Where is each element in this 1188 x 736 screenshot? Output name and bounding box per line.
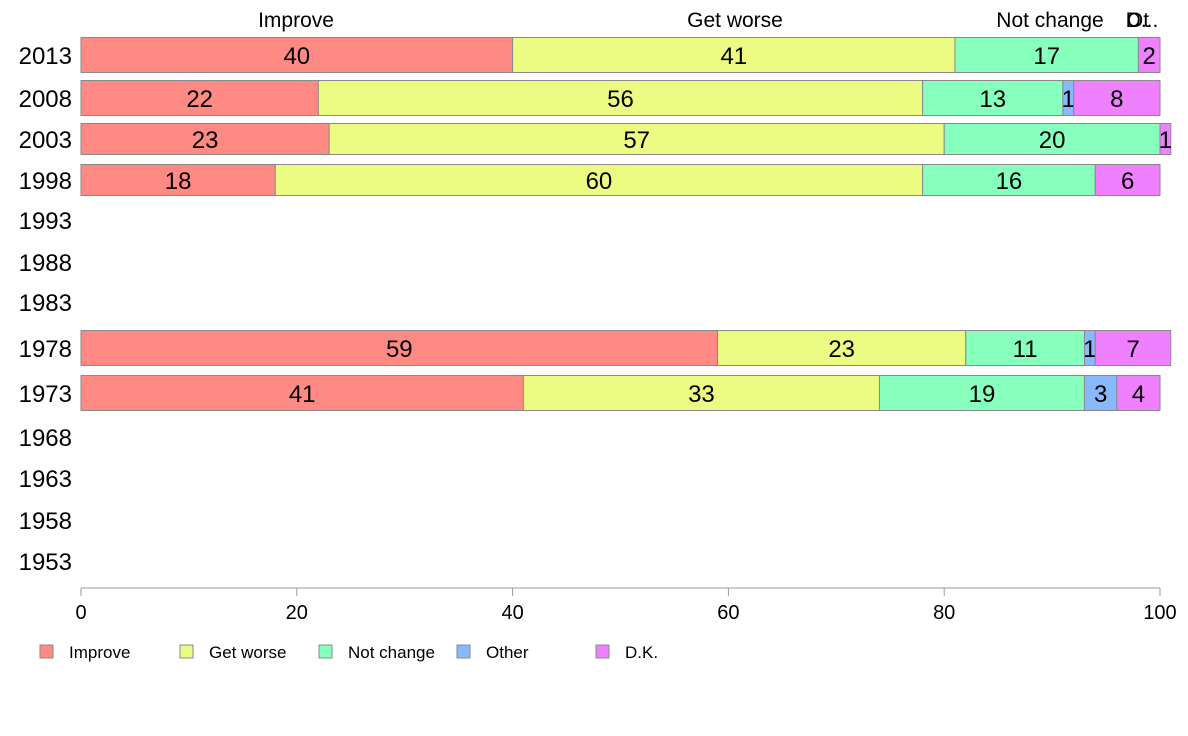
x-tick-label: 60 bbox=[717, 602, 739, 624]
year-label: 1998 bbox=[19, 168, 72, 195]
bar-segment-not-change bbox=[878, 375, 1085, 411]
bar-segment-not-change bbox=[943, 123, 1161, 155]
data-label: 1 bbox=[1083, 336, 1096, 363]
legend-swatch bbox=[456, 644, 471, 659]
data-label: 6 bbox=[1121, 168, 1134, 195]
column-header: Not change bbox=[996, 9, 1103, 32]
bar-segment-not-change bbox=[922, 164, 1096, 196]
legend-swatch bbox=[39, 644, 54, 659]
bar-segment-other bbox=[1083, 375, 1118, 411]
x-tick-label: 80 bbox=[933, 602, 955, 624]
legend-label: Improve bbox=[69, 643, 130, 662]
year-label: 1978 bbox=[19, 336, 72, 363]
bar-segment-d-k bbox=[1094, 164, 1161, 196]
x-tick-label: 0 bbox=[75, 602, 86, 624]
legend-label: D.K. bbox=[625, 643, 658, 662]
year-label: 2008 bbox=[19, 86, 72, 113]
data-label: 2 bbox=[1143, 43, 1156, 70]
data-label: 1 bbox=[1159, 127, 1172, 154]
bar-segment-improve bbox=[80, 164, 276, 196]
legend-label: Not change bbox=[348, 643, 435, 662]
data-label: 60 bbox=[586, 168, 613, 195]
data-label: 23 bbox=[828, 336, 855, 363]
column-header: Ot bbox=[1127, 9, 1149, 32]
data-label: 57 bbox=[623, 127, 650, 154]
data-label: 41 bbox=[289, 381, 316, 408]
column-header: D... bbox=[1126, 9, 1159, 32]
year-label: 1963 bbox=[19, 466, 72, 493]
bar-segment-improve bbox=[80, 375, 524, 411]
bar-segment-d-k bbox=[1159, 123, 1172, 155]
bar-segment-improve bbox=[80, 37, 514, 73]
year-label: 1958 bbox=[19, 508, 72, 535]
x-tick-label: 20 bbox=[286, 602, 308, 624]
bar-segment-get-worse bbox=[328, 123, 945, 155]
bar-segment-not-change bbox=[954, 37, 1139, 73]
year-label: 1983 bbox=[19, 290, 72, 317]
data-label: 13 bbox=[979, 86, 1006, 113]
data-label: 20 bbox=[1039, 127, 1066, 154]
data-label: 3 bbox=[1094, 381, 1107, 408]
x-tick-label: 40 bbox=[501, 602, 523, 624]
column-header: Get worse bbox=[687, 9, 783, 32]
bar-segment-d-k bbox=[1116, 375, 1161, 411]
bar-segment-get-worse bbox=[717, 330, 967, 366]
data-label: 1 bbox=[1062, 86, 1075, 113]
year-label: 2013 bbox=[19, 43, 72, 70]
x-axis: 0 20 40 60 80 100 bbox=[75, 587, 1177, 624]
data-label: 7 bbox=[1126, 336, 1139, 363]
legend-swatch bbox=[179, 644, 194, 659]
column-header: Improve bbox=[258, 9, 334, 32]
bar-segment-get-worse bbox=[274, 164, 924, 196]
bar-segment-not-change bbox=[965, 330, 1085, 366]
legend-label: Get worse bbox=[209, 643, 286, 662]
bar-segment-d-k bbox=[1073, 80, 1161, 116]
data-label: 18 bbox=[165, 168, 192, 195]
data-label: 8 bbox=[1110, 86, 1123, 113]
data-label: 19 bbox=[969, 381, 996, 408]
bar-segment-d-k bbox=[1137, 37, 1161, 73]
legend-label: Other bbox=[486, 643, 529, 662]
bar-segment-get-worse bbox=[512, 37, 956, 73]
legend: Improve Get worse Not change Other D.K. bbox=[39, 643, 658, 662]
data-label: 17 bbox=[1033, 43, 1060, 70]
year-label: 1968 bbox=[19, 425, 72, 452]
year-label: 1973 bbox=[19, 381, 72, 408]
column-headers: Improve Get worse Not change OtD... bbox=[258, 9, 1158, 32]
data-label: 40 bbox=[283, 43, 310, 70]
bar-segment-improve bbox=[80, 123, 330, 155]
data-label: 41 bbox=[720, 43, 747, 70]
bar-segment-not-change bbox=[922, 80, 1064, 116]
legend-swatch bbox=[318, 644, 333, 659]
bar-segment-get-worse bbox=[317, 80, 924, 116]
bar-segment-improve bbox=[80, 330, 719, 366]
year-label: 2003 bbox=[19, 127, 72, 154]
data-label: 22 bbox=[186, 86, 213, 113]
data-label: 56 bbox=[607, 86, 634, 113]
year-labels: 2013 2008 2003 1998 1993 1988 1983 1978 1973 1968… bbox=[19, 43, 72, 576]
data-label: 16 bbox=[996, 168, 1023, 195]
x-tick-label: 100 bbox=[1143, 602, 1176, 624]
data-label: 23 bbox=[192, 127, 219, 154]
legend-swatch bbox=[595, 644, 610, 659]
data-label: 59 bbox=[386, 336, 413, 363]
year-label: 1953 bbox=[19, 549, 72, 576]
bar-segment-d-k bbox=[1094, 330, 1172, 366]
data-label: 11 bbox=[1013, 336, 1038, 363]
year-label: 1988 bbox=[19, 250, 72, 277]
bars-layer: 40 41 17 222 56 13 1 823 57 20 118 60 16 659 23 11 1 741 3… bbox=[80, 37, 1172, 411]
bar-segment-get-worse bbox=[522, 375, 880, 411]
data-label: 33 bbox=[688, 381, 715, 408]
data-label: 4 bbox=[1132, 381, 1145, 408]
bar-segment-improve bbox=[80, 80, 319, 116]
year-label: 1993 bbox=[19, 208, 72, 235]
